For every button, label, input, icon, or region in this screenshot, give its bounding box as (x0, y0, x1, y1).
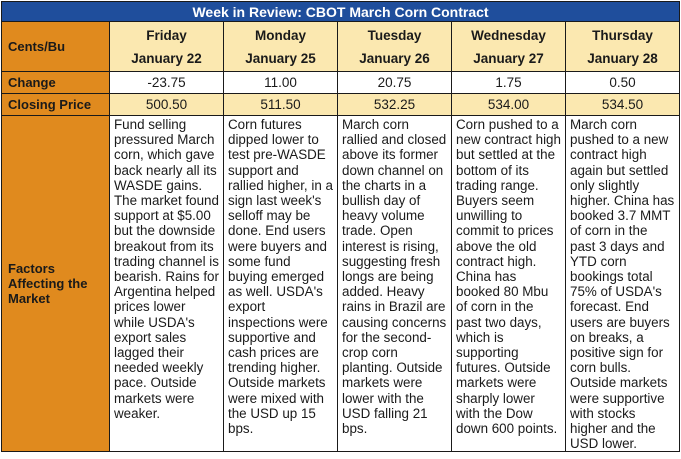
closing-value-monday: 511.50 (223, 93, 338, 116)
closing-value-friday: 500.50 (109, 93, 224, 116)
factors-text-tuesday: March corn rallied and closed above its … (337, 114, 452, 453)
day-name: Wednesday (471, 27, 546, 43)
closing-value-thursday: 534.50 (564, 93, 681, 116)
day-date: January 22 (131, 50, 202, 66)
day-date: January 27 (473, 50, 544, 66)
closing-price-label: Closing Price (1, 93, 110, 116)
day-date: January 28 (587, 50, 658, 66)
day-header-tuesday: Tuesday January 26 (337, 21, 452, 72)
factors-text-thursday: March corn pushed to a new contract high… (564, 114, 681, 453)
table-title: Week in Review: CBOT March Corn Contract (0, 1, 681, 22)
factors-text-wednesday: Corn pushed to a new contract high but s… (451, 114, 566, 453)
units-label: Cents/Bu (1, 21, 110, 72)
change-value-thursday: 0.50 (564, 71, 681, 94)
day-date: January 26 (359, 50, 430, 66)
closing-value-wednesday: 534.00 (451, 93, 566, 116)
change-value-friday: -23.75 (109, 71, 224, 94)
factors-text-monday: Corn futures dipped lower to test pre-WA… (223, 114, 338, 453)
factors-label: Factors Affecting the Market (1, 114, 110, 453)
change-label: Change (1, 71, 110, 94)
day-header-friday: Friday January 22 (109, 21, 224, 72)
day-name: Monday (254, 27, 306, 43)
change-value-tuesday: 20.75 (337, 71, 452, 94)
day-name: Tuesday (367, 27, 422, 43)
factors-text-friday: Fund selling pressured March corn, which… (109, 114, 224, 453)
day-header-thursday: Thursday January 28 (564, 21, 681, 72)
change-value-wednesday: 1.75 (451, 71, 566, 94)
day-header-wednesday: Wednesday January 27 (451, 21, 566, 72)
day-name: Thursday (592, 27, 653, 43)
closing-value-tuesday: 532.25 (337, 93, 452, 116)
day-date: January 25 (245, 50, 316, 66)
day-name: Friday (146, 27, 187, 43)
day-header-monday: Monday January 25 (223, 21, 338, 72)
change-value-monday: 11.00 (223, 71, 338, 94)
